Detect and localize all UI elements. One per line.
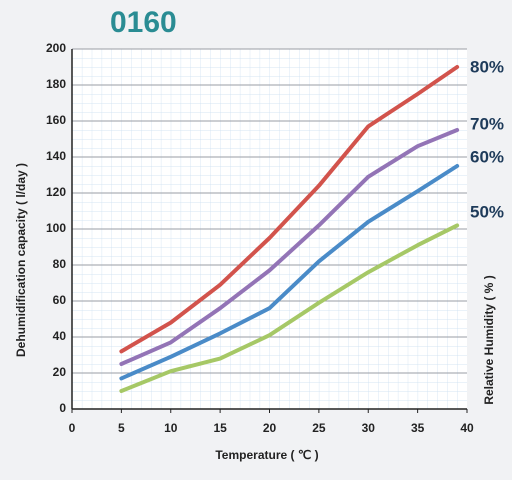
chart-title: 0160 [110,6,177,39]
y-tick-label: 80 [53,257,67,271]
series-line [119,128,460,366]
x-axis-label: Temperature ( ℃ ) [215,448,318,462]
y-tick-label: 180 [46,77,66,91]
y-tick-label: 40 [53,329,67,343]
y2-axis-label: Relative Humidity ( % ) [482,275,496,404]
x-tick-label: 10 [164,421,178,435]
series-label: 80% [470,57,504,76]
series-label: 60% [470,147,504,166]
series-label: 50% [470,202,504,221]
y-tick-label: 140 [46,149,66,163]
y-tick-label: 60 [53,293,67,307]
y-axis-label: Dehumidification capacity ( l/day ) [14,163,28,357]
x-tick-label: 5 [118,421,125,435]
y-tick-label: 120 [46,185,66,199]
x-tick-label: 40 [460,421,474,435]
x-tick-label: 20 [263,421,277,435]
x-tick-label: 15 [213,421,227,435]
y-tick-label: 200 [46,41,66,55]
series-line [119,223,460,393]
y-tick-label: 0 [59,401,66,415]
x-tick-label: 35 [411,421,425,435]
x-tick-label: 25 [312,421,326,435]
series-line [119,164,460,381]
series-line [119,65,460,354]
series-label: 70% [470,114,504,133]
y-tick-label: 20 [53,365,67,379]
y-tick-label: 100 [46,221,66,235]
y-tick-label: 160 [46,113,66,127]
x-tick-label: 0 [69,421,76,435]
x-tick-label: 30 [362,421,376,435]
